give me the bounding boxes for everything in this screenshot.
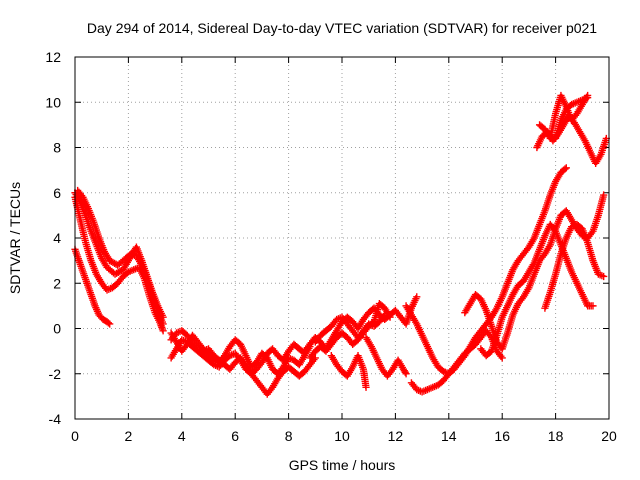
- x-tick-label: 14: [441, 428, 457, 444]
- data-point: [386, 313, 394, 321]
- data-point: [104, 319, 112, 327]
- x-tick-label: 8: [285, 428, 293, 444]
- data-point: [106, 320, 114, 328]
- y-tick-label: -2: [49, 366, 62, 382]
- axis-ticks: 0 2 4 6 8 10 12 14 16 18 20 -4 -2 0 2 4 6 8 10 12: [45, 49, 617, 444]
- x-tick-label: 0: [71, 428, 79, 444]
- data-point: [497, 352, 505, 360]
- y-tick-label: 10: [45, 94, 61, 110]
- x-tick-label: 2: [125, 428, 133, 444]
- series-track-9: [306, 300, 394, 362]
- series-track-14: [402, 164, 570, 378]
- data-point: [402, 370, 410, 378]
- series-track-11: [327, 352, 370, 391]
- series-track-12: [362, 333, 410, 380]
- data-point: [588, 229, 596, 237]
- series-track-16: [477, 220, 597, 360]
- data-point: [600, 272, 608, 281]
- x-tick-label: 10: [334, 428, 350, 444]
- data-point: [584, 91, 592, 100]
- data-point: [413, 293, 421, 301]
- x-tick-label: 16: [494, 428, 510, 444]
- data-point: [379, 313, 387, 321]
- y-tick-label: -4: [49, 411, 62, 427]
- series-track-10: [311, 311, 389, 346]
- data-point: [589, 302, 597, 310]
- y-axis-label: SDTVAR / TECUs: [7, 182, 23, 294]
- y-tick-label: 8: [53, 140, 61, 156]
- data-point: [561, 165, 569, 173]
- y-tick-label: 12: [45, 49, 61, 65]
- data-point: [600, 191, 608, 199]
- y-tick-label: 0: [53, 321, 61, 337]
- data-point: [598, 272, 606, 280]
- data-point: [381, 311, 389, 319]
- x-tick-label: 6: [231, 428, 239, 444]
- series-track-4: [71, 245, 114, 328]
- series-track-3: [71, 193, 167, 335]
- data-point: [362, 383, 370, 391]
- chart-title: Day 294 of 2014, Sidereal Day-to-day VTE…: [87, 20, 597, 36]
- data-point: [550, 225, 558, 234]
- series-track-20: [535, 91, 592, 143]
- x-axis-label: GPS time / hours: [289, 457, 396, 473]
- data-series: [71, 91, 610, 398]
- y-tick-label: 6: [53, 185, 61, 201]
- data-point: [562, 164, 570, 172]
- y-tick-label: 2: [53, 275, 61, 291]
- x-tick-label: 20: [601, 428, 617, 444]
- data-point: [498, 354, 506, 362]
- gridlines: [75, 57, 609, 419]
- data-point: [159, 327, 167, 335]
- y-tick-label: 4: [53, 230, 61, 246]
- x-tick-label: 12: [388, 428, 404, 444]
- plot-frame: [74, 56, 610, 420]
- x-tick-label: 18: [548, 428, 564, 444]
- data-point: [401, 368, 409, 376]
- x-tick-label: 4: [178, 428, 186, 444]
- series-track-17: [541, 220, 608, 312]
